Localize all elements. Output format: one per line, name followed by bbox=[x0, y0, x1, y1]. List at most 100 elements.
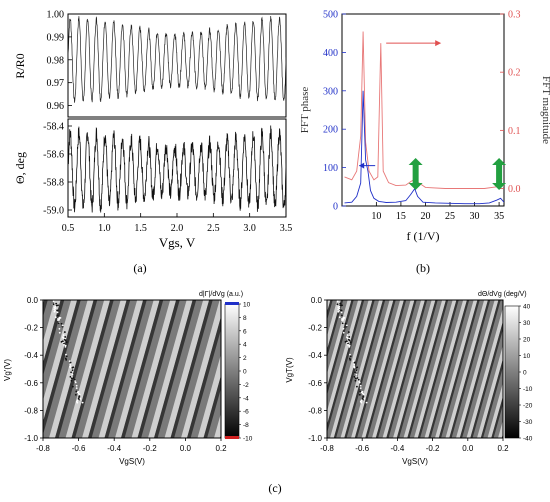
heatmap-noise-dot bbox=[56, 309, 59, 312]
heatmap-noise-dot bbox=[65, 341, 68, 344]
heatmap-noise-dot bbox=[341, 314, 343, 317]
map-1-colorbar bbox=[224, 303, 240, 439]
colorbar-tick-label: 0 bbox=[243, 369, 247, 376]
heatmap-noise-dot bbox=[358, 381, 361, 384]
heatmap-noise-dot bbox=[362, 396, 364, 399]
heatmap-stripe-dark bbox=[88, 300, 131, 438]
heatmap-noise-dot bbox=[361, 392, 364, 395]
heatmap-noise-dot bbox=[353, 365, 355, 368]
panel-a-top-ytick-label: 0.97 bbox=[47, 78, 65, 89]
panel-b-left-ytick-label: 400 bbox=[323, 48, 338, 59]
panel-a-xtick-label: 0.5 bbox=[62, 223, 75, 234]
colorbar-tick-label: -10 bbox=[243, 436, 253, 443]
heatmap-noise-dot bbox=[349, 353, 351, 356]
colorbar-tick-label: 4 bbox=[243, 342, 247, 349]
map-1-colorbar-min-marker bbox=[225, 436, 239, 439]
heatmap-stripe-dark bbox=[154, 300, 197, 438]
panel-c-map-2: -0.8 -0.6 -0.4 -0.2 0.0 0.2 0.0 -0.2 -0.4 -0.6 -0.… bbox=[278, 291, 533, 466]
heatmap-ytick-label: -0.4 bbox=[24, 351, 38, 360]
heatmap-noise-dot bbox=[337, 310, 340, 313]
heatmap-noise-dot bbox=[356, 377, 359, 379]
heatmap-ytick-label: -1.0 bbox=[308, 434, 322, 443]
heatmap-stripe-light bbox=[49, 300, 94, 438]
heatmap-noise-dot bbox=[65, 353, 67, 356]
heatmap-ytick-label: -0.2 bbox=[24, 324, 38, 333]
panel-b-left-ylabel: FFT phase bbox=[299, 87, 311, 134]
heatmap-noise-dot bbox=[64, 344, 67, 347]
panel-a-top-ytick-label: 1.00 bbox=[47, 10, 65, 21]
heatmap-noise-dot bbox=[341, 322, 344, 325]
panel-a-xtick-label: 3.0 bbox=[243, 223, 256, 234]
heatmap-noise-dot bbox=[347, 338, 350, 341]
heatmap-noise-dot bbox=[75, 387, 78, 390]
heatmap-stripe-light bbox=[278, 300, 320, 438]
heatmap-noise-dot bbox=[61, 336, 64, 338]
heatmap-stripe-light bbox=[456, 300, 499, 438]
heatmap-stripe-dark bbox=[407, 300, 449, 438]
heatmap-stripe-dark bbox=[327, 300, 354, 396]
heatmap-xtick-label: 0.0 bbox=[180, 444, 192, 453]
heatmap-noise-dot bbox=[359, 387, 362, 390]
heatmap-noise-dot bbox=[337, 308, 340, 311]
panel-a-xtick-label: 1.0 bbox=[98, 223, 111, 234]
heatmap-noise-dot bbox=[349, 355, 352, 358]
heatmap-stripe-light bbox=[330, 300, 373, 438]
heatmap-noise-dot bbox=[342, 331, 345, 334]
heatmap-noise-dot bbox=[353, 375, 356, 378]
heatmap-noise-dot bbox=[75, 390, 78, 393]
heatmap-ytick-label: -0.8 bbox=[308, 406, 322, 415]
colorbar-tick-label: 6 bbox=[243, 328, 247, 335]
colorbar-tick-label: -2 bbox=[243, 382, 249, 389]
heatmap-stripe-light bbox=[181, 300, 221, 438]
panel-a-r-series-line bbox=[68, 15, 286, 103]
colorbar-tick-label: -30 bbox=[523, 419, 533, 426]
heatmap-noise-dot bbox=[349, 358, 352, 361]
heatmap-stripe-light bbox=[148, 300, 193, 438]
heatmap-stripe-dark bbox=[354, 300, 396, 438]
heatmap-stripe-light bbox=[414, 300, 457, 438]
heatmap-stripe-dark bbox=[365, 300, 407, 438]
magnitude-axis-arrowhead bbox=[435, 40, 442, 47]
heatmap-noise-dot bbox=[54, 316, 57, 319]
heatmap-noise-dot bbox=[69, 363, 72, 366]
heatmap-stripe-light bbox=[131, 300, 177, 438]
heatmap-stripe-light bbox=[164, 300, 210, 438]
heatmap-ytick-label: 0.0 bbox=[27, 296, 39, 305]
heatmap-stripe-dark bbox=[491, 396, 503, 438]
panel-a-xtick-label: 3.5 bbox=[280, 223, 293, 234]
heatmap-xtick-label: -0.2 bbox=[426, 444, 440, 453]
panel-b-left-ytick-label: 200 bbox=[323, 125, 338, 136]
heatmap-stripe-light bbox=[65, 300, 111, 438]
panel-b-caption: (b) bbox=[416, 261, 430, 275]
map-1-colorbar-title: d|Γ|/dVg (a.u.) bbox=[199, 291, 243, 298]
heatmap-noise-dot bbox=[63, 344, 65, 346]
heatmap-noise-dot bbox=[336, 300, 339, 303]
panel-a-bottom-ytick-label: -59.0 bbox=[43, 206, 64, 217]
heatmap-xtick-label: -0.8 bbox=[36, 444, 50, 453]
heatmap-stripe-light bbox=[445, 300, 488, 438]
heatmap-stripe-dark bbox=[43, 300, 48, 317]
heatmap-ytick-label: -0.8 bbox=[24, 406, 38, 415]
colorbar-tick-label: 10 bbox=[243, 302, 251, 309]
heatmap-noise-dot bbox=[53, 310, 56, 313]
colorbar-tick-label: -40 bbox=[523, 436, 533, 443]
colorbar-tick-label: -20 bbox=[523, 403, 533, 410]
heatmap-xtick-label: -0.8 bbox=[320, 444, 334, 453]
panel-b-xtick-label: 10 bbox=[371, 211, 381, 222]
heatmap-noise-dot bbox=[342, 327, 345, 330]
heatmap-stripe-dark bbox=[71, 300, 114, 438]
heatmap-noise-dot bbox=[347, 344, 349, 346]
heatmap-stripe-dark bbox=[43, 300, 65, 376]
heatmap-noise-dot bbox=[65, 358, 68, 361]
heatmap-stripe-dark bbox=[375, 300, 417, 438]
colorbar-tick-label: -6 bbox=[243, 409, 249, 416]
green-double-arrow bbox=[408, 158, 423, 190]
heatmap-noise-dot bbox=[365, 401, 368, 404]
heatmap-xtick-label: 0.2 bbox=[497, 444, 509, 453]
heatmap-noise-dot bbox=[60, 322, 63, 325]
heatmap-noise-dot bbox=[69, 365, 71, 368]
heatmap-stripe-light bbox=[197, 354, 221, 438]
panel-b-xlabel: f (1/V) bbox=[407, 229, 440, 243]
heatmap-noise-dot bbox=[360, 399, 363, 402]
panel-b-left-ytick-label: 0 bbox=[333, 202, 338, 213]
